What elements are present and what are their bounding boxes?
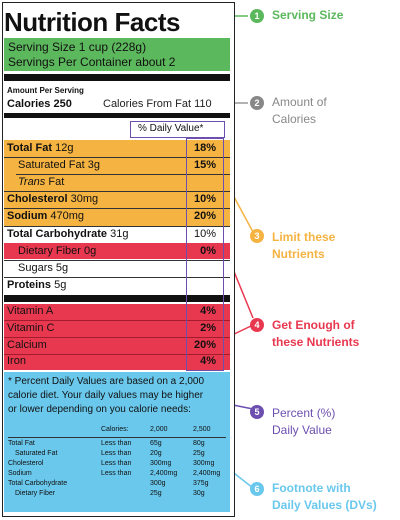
footnote-row-value-2500: 2,400mg bbox=[193, 470, 221, 477]
dv-total-fat: 18% bbox=[193, 142, 216, 154]
footnote-row-value-2500: 375g bbox=[193, 480, 209, 487]
footnote-row-name: Saturated Fat bbox=[15, 450, 58, 457]
dv-cholesterol: 10% bbox=[193, 193, 216, 205]
footnote-row-value-2500: 25g bbox=[193, 450, 205, 457]
divider bbox=[4, 260, 230, 261]
dv-total-carbohydrate: 10% bbox=[193, 228, 216, 240]
callout-2-text: Amount of Calories bbox=[272, 95, 327, 126]
fiber-highlight bbox=[4, 243, 230, 259]
calories-from-fat: Calories From Fat 110 bbox=[103, 98, 212, 110]
footnote-row-name: Dietary Fiber bbox=[15, 490, 56, 497]
servings-per-container: Servings Per Container about 2 bbox=[8, 55, 176, 69]
footnote-header-2000: 2,000 bbox=[150, 426, 168, 433]
callout-6-badge: 6 bbox=[250, 482, 264, 496]
footnote-row-value-2500: 300mg bbox=[193, 460, 215, 467]
callout-1-text: Serving Size bbox=[272, 8, 344, 22]
vitamin-c: Vitamin C bbox=[7, 322, 55, 334]
divider bbox=[16, 174, 230, 175]
dv-saturated-fat: 15% bbox=[193, 159, 216, 171]
nutrient-total-carbohydrate: Total Carbohydrate 31g bbox=[7, 228, 129, 240]
divider bbox=[8, 437, 226, 438]
nutrient-trans-fat: Trans Fat bbox=[18, 176, 65, 188]
dv-iron: 4% bbox=[200, 355, 216, 367]
iron: Iron bbox=[7, 355, 26, 367]
footnote-line-2: calorie diet. Your daily values may be h… bbox=[8, 390, 204, 401]
calcium: Calcium bbox=[7, 339, 47, 351]
dv-header-outline bbox=[130, 121, 225, 138]
dv-column-outline bbox=[186, 138, 224, 371]
dv-vitamin-c: 2% bbox=[200, 322, 216, 334]
callout-3-badge: 3 bbox=[250, 229, 264, 243]
footnote-row-value-2000: 25g bbox=[150, 490, 162, 497]
footnote-row-name: Total Carbohydrate bbox=[8, 480, 68, 487]
nutrient-dietary-fiber: Dietary Fiber 0g bbox=[18, 245, 97, 257]
nutrient-cholesterol: Cholesterol 30mg bbox=[7, 193, 99, 205]
footnote-row-value-2000: 65g bbox=[150, 440, 162, 447]
nutrient-saturated-fat: Saturated Fat 3g bbox=[18, 159, 100, 171]
divider bbox=[4, 226, 230, 227]
divider bbox=[4, 157, 230, 158]
nutrient-proteins: Proteins 5g bbox=[7, 279, 67, 291]
footnote-row-qualifier: Less than bbox=[101, 440, 132, 447]
footnote-row-value-2000: 2,400mg bbox=[150, 470, 178, 477]
label-title: Nutrition Facts bbox=[4, 7, 180, 37]
divider bbox=[4, 337, 230, 338]
footnote-row-value-2000: 20g bbox=[150, 450, 162, 457]
footnote-row-name: Total Fat bbox=[8, 440, 35, 447]
dv-calcium: 20% bbox=[193, 339, 216, 351]
footnote-row-qualifier: Less than bbox=[101, 450, 132, 457]
footnote-header-2500: 2,500 bbox=[193, 426, 211, 433]
callout-6-text: Footnote with Daily Values (DVs) bbox=[272, 481, 377, 512]
footnote-row-value-2000: 300g bbox=[150, 480, 166, 487]
footnote-highlight bbox=[4, 372, 230, 512]
footnote-row-value-2500: 80g bbox=[193, 440, 205, 447]
divider bbox=[4, 354, 230, 355]
dv-sodium: 20% bbox=[193, 210, 216, 222]
serving-highlight bbox=[4, 38, 230, 71]
callout-5-text: Percent (%) Daily Value bbox=[272, 406, 336, 437]
limit-nutrients-highlight bbox=[4, 140, 230, 226]
footnote-row-qualifier: Less than bbox=[101, 460, 132, 467]
footnote-row-value-2000: 300mg bbox=[150, 460, 172, 467]
serving-size: Serving Size 1 cup (228g) bbox=[8, 40, 147, 54]
footnote-row-value-2500: 30g bbox=[193, 490, 205, 497]
callout-2-badge: 2 bbox=[250, 96, 264, 110]
nutrient-sodium: Sodium 470mg bbox=[7, 210, 85, 222]
footnote-line-3: or lower depending on you calorie needs: bbox=[8, 404, 191, 415]
dv-vitamin-a: 4% bbox=[200, 305, 216, 317]
footnote-row-qualifier: Less than bbox=[101, 470, 132, 477]
callout-3-text: Limit these Nutrients bbox=[272, 230, 336, 261]
dv-dietary-fiber: 0% bbox=[200, 245, 216, 257]
callout-5-badge: 5 bbox=[250, 405, 264, 419]
divider bbox=[4, 208, 230, 209]
footnote-line-1: * Percent Daily Values are based on a 2,… bbox=[8, 376, 205, 387]
callout-1-badge: 1 bbox=[250, 9, 264, 23]
thick-rule bbox=[4, 295, 230, 302]
dv-header: % Daily Value* bbox=[138, 123, 204, 134]
divider bbox=[4, 191, 230, 192]
nutrient-total-fat: Total Fat 12g bbox=[7, 142, 74, 154]
callout-4-badge: 4 bbox=[250, 318, 264, 332]
footnote-header-calories: Calories: bbox=[101, 426, 129, 433]
footnote-row-name: Cholesterol bbox=[8, 460, 44, 467]
divider bbox=[4, 320, 230, 321]
nutrient-sugars: Sugars 5g bbox=[18, 262, 69, 274]
calories: Calories 250 bbox=[7, 98, 72, 110]
callout-4-text: Get Enough of these Nutrients bbox=[272, 318, 360, 349]
vitamin-a: Vitamin A bbox=[7, 305, 54, 317]
divider bbox=[4, 277, 230, 278]
thick-rule bbox=[4, 74, 230, 81]
footnote-row-name: Sodium bbox=[8, 470, 32, 477]
amount-per-serving: Amount Per Serving bbox=[7, 86, 84, 95]
medium-rule bbox=[4, 113, 230, 118]
